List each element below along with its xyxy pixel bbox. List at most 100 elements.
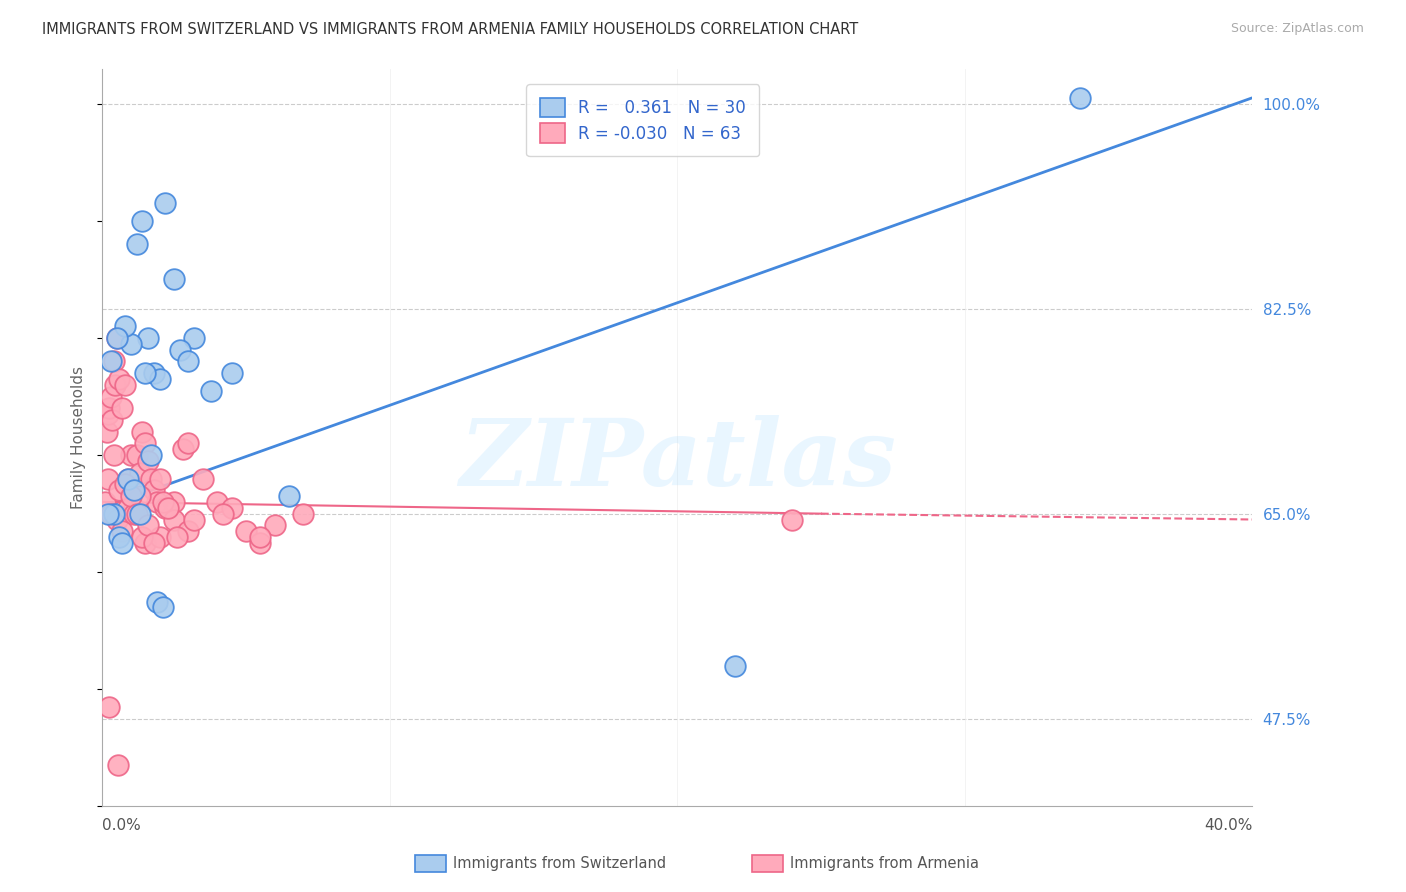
Point <box>149 471 172 485</box>
Point <box>98 401 121 416</box>
Point <box>107 758 129 772</box>
Point <box>149 372 172 386</box>
Point <box>143 483 166 498</box>
Point <box>1069 91 1091 105</box>
Point <box>120 489 142 503</box>
Point <box>146 495 169 509</box>
Point <box>125 507 148 521</box>
Point <box>117 471 139 485</box>
Point <box>114 377 136 392</box>
Point <box>136 331 159 345</box>
Point <box>100 390 122 404</box>
Point <box>177 524 200 539</box>
Text: Immigrants from Armenia: Immigrants from Armenia <box>790 856 979 871</box>
Point <box>117 471 139 485</box>
Point <box>131 214 153 228</box>
Point <box>155 500 177 515</box>
Point <box>169 343 191 357</box>
Point <box>177 354 200 368</box>
Point <box>94 495 117 509</box>
Point <box>157 500 180 515</box>
Point <box>146 594 169 608</box>
Point <box>98 700 121 714</box>
Point <box>100 507 122 521</box>
Text: IMMIGRANTS FROM SWITZERLAND VS IMMIGRANTS FROM ARMENIA FAMILY HOUSEHOLDS CORRELA: IMMIGRANTS FROM SWITZERLAND VS IMMIGRANT… <box>42 22 859 37</box>
Point <box>131 425 153 439</box>
Point <box>155 196 177 211</box>
Point <box>128 489 150 503</box>
Point <box>292 507 315 521</box>
Point <box>97 471 120 485</box>
Point <box>125 448 148 462</box>
Point <box>122 483 145 498</box>
Point <box>134 536 156 550</box>
Text: Source: ZipAtlas.com: Source: ZipAtlas.com <box>1230 22 1364 36</box>
Point <box>100 354 122 368</box>
Point <box>183 512 205 526</box>
Point <box>249 530 271 544</box>
Point <box>108 483 131 498</box>
Point <box>114 319 136 334</box>
Point <box>136 454 159 468</box>
Point <box>105 512 128 526</box>
Point <box>97 507 120 521</box>
Text: 40.0%: 40.0% <box>1204 818 1253 833</box>
Point <box>117 500 139 515</box>
Point <box>131 530 153 544</box>
Point <box>120 336 142 351</box>
Point <box>724 659 747 673</box>
Point <box>105 331 128 345</box>
Point <box>134 436 156 450</box>
Point <box>143 366 166 380</box>
Text: ZIPatlas: ZIPatlas <box>458 415 896 505</box>
Point <box>212 507 235 521</box>
Point <box>97 407 120 421</box>
Point <box>104 377 127 392</box>
Point <box>249 536 271 550</box>
Point <box>111 536 134 550</box>
Point <box>125 237 148 252</box>
Point <box>163 512 186 526</box>
Point <box>122 507 145 521</box>
Point <box>166 530 188 544</box>
Point <box>205 495 228 509</box>
Point <box>139 471 162 485</box>
Point <box>122 500 145 515</box>
Point <box>96 425 118 439</box>
Point <box>111 401 134 416</box>
Point <box>172 442 194 457</box>
Point <box>177 436 200 450</box>
Point <box>163 495 186 509</box>
Point <box>128 507 150 521</box>
Point <box>120 448 142 462</box>
Point <box>103 354 125 368</box>
Text: 0.0%: 0.0% <box>103 818 141 833</box>
Point <box>108 372 131 386</box>
Point <box>191 471 214 485</box>
Point <box>780 512 803 526</box>
Point <box>139 448 162 462</box>
Point <box>235 524 257 539</box>
Point <box>108 530 131 544</box>
Point <box>101 413 124 427</box>
Point <box>114 477 136 491</box>
Point <box>200 384 222 398</box>
Point <box>103 448 125 462</box>
Point <box>183 331 205 345</box>
Point <box>263 518 285 533</box>
Point <box>111 524 134 539</box>
Point <box>134 366 156 380</box>
Text: Immigrants from Switzerland: Immigrants from Switzerland <box>453 856 666 871</box>
Point <box>221 366 243 380</box>
Point <box>221 500 243 515</box>
Point <box>152 495 174 509</box>
Point <box>128 466 150 480</box>
Point <box>163 272 186 286</box>
Y-axis label: Family Households: Family Households <box>72 366 86 509</box>
Point <box>152 600 174 615</box>
Point <box>149 530 172 544</box>
Point <box>278 489 301 503</box>
Point <box>143 536 166 550</box>
Point <box>105 331 128 345</box>
Legend: R =   0.361   N = 30, R = -0.030   N = 63: R = 0.361 N = 30, R = -0.030 N = 63 <box>526 84 759 156</box>
